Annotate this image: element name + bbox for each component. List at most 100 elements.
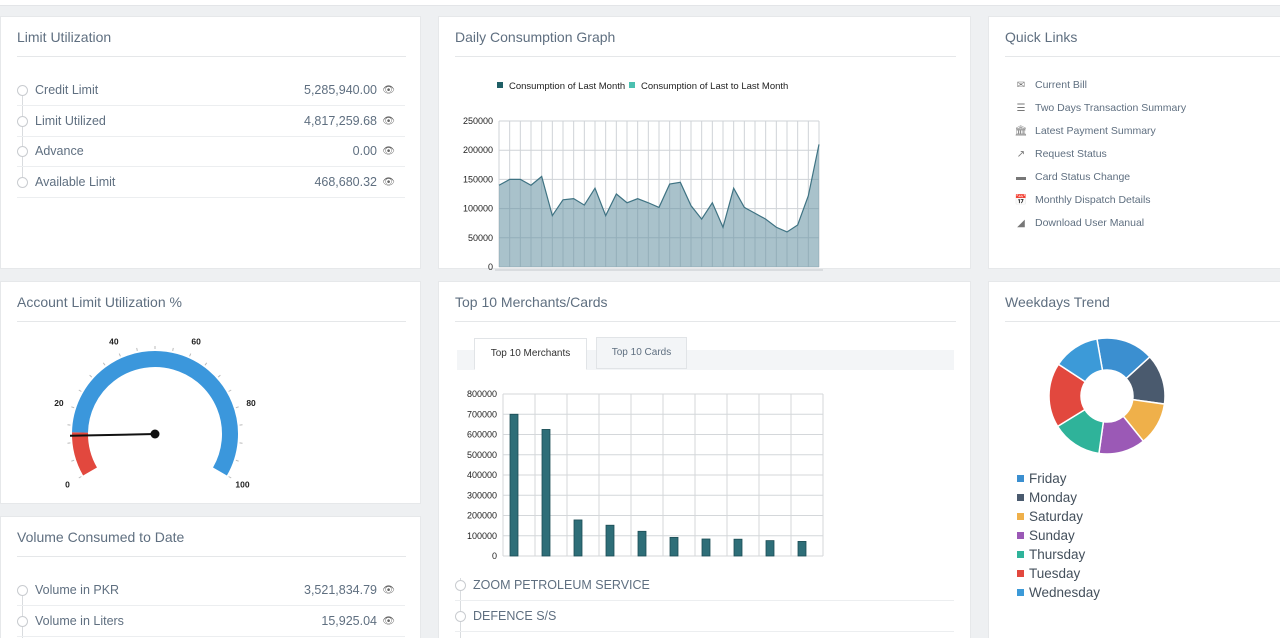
top-merchants-card: Top 10 Merchants/Cards Top 10 Merchants … xyxy=(438,281,971,638)
timeline-dot xyxy=(17,146,28,158)
value-row: Credit Limit 5,285,940.00 👁 xyxy=(17,76,405,106)
merchant-name: DEFENCE S/S xyxy=(473,609,557,623)
card-title: Quick Links xyxy=(1005,29,1078,45)
weekdays-donut-chart xyxy=(1048,337,1166,455)
gauge-label: 80 xyxy=(246,398,256,408)
timeline-dot xyxy=(17,177,28,189)
gauge-label: 0 xyxy=(65,480,70,490)
quick-link-item[interactable]: 📅 Monthly Dispatch Details xyxy=(1013,194,1151,210)
eye-icon[interactable]: 👁 xyxy=(382,146,395,158)
value-row: Volume in PKR 3,521,834.79 👁 xyxy=(17,576,405,606)
legend-label: Thursday xyxy=(1029,547,1086,562)
eye-icon[interactable]: 👁 xyxy=(382,615,395,627)
bar xyxy=(605,524,615,557)
eye-icon[interactable]: 👁 xyxy=(382,177,395,189)
gauge-label: 60 xyxy=(191,337,201,347)
legend-label: Monday xyxy=(1029,490,1078,505)
merchant-name: ZOOM PETROLEUM SERVICE xyxy=(473,578,650,592)
row-divider xyxy=(17,197,405,199)
quick-link-item[interactable]: ↗ Request Status xyxy=(1013,148,1107,164)
x-tick-label: 15 xyxy=(644,270,654,272)
gauge-needle-pivot xyxy=(150,429,160,439)
quick-link-label: Download User Manual xyxy=(1035,217,1145,229)
timeline-line xyxy=(22,585,23,638)
tab-top-10-cards[interactable]: Top 10 Cards xyxy=(596,337,687,369)
quick-link-item[interactable]: ◢ Download User Manual xyxy=(1013,217,1144,233)
divider xyxy=(17,556,406,557)
x-tick-label: 8 xyxy=(571,270,576,272)
line-chart-icon: ↗ xyxy=(1016,149,1026,160)
card-title: Account Limit Utilization % xyxy=(17,294,182,310)
quick-link-item[interactable]: ☰ Two Days Transaction Summary xyxy=(1013,102,1187,118)
row-label: Volume in PKR xyxy=(35,583,120,597)
value-row: Volume in Liters 15,925.04 👁 xyxy=(17,607,405,637)
divider xyxy=(1005,321,1280,322)
y-tick-label: 200000 xyxy=(467,511,497,521)
legend-swatch xyxy=(1017,588,1024,596)
legend-label: Saturday xyxy=(1029,509,1084,524)
merchant-item: ZOOM PETROLEUM SERVICE xyxy=(455,571,954,601)
legend-swatch xyxy=(1017,512,1024,520)
x-tick-label: 18 xyxy=(676,270,686,272)
value-row: Advance 0.00 👁 xyxy=(17,137,405,168)
eye-icon[interactable]: 👁 xyxy=(382,115,395,127)
quick-link-item[interactable]: ✉ Current Bill xyxy=(1013,79,1087,95)
x-tick-label: 13 xyxy=(622,270,632,272)
x-tick-label: 28 xyxy=(782,270,792,272)
gauge-tick xyxy=(102,362,106,366)
x-tick-label: 22 xyxy=(718,270,728,272)
card-title: Volume Consumed to Date xyxy=(17,529,185,545)
y-tick-label: 150000 xyxy=(463,174,493,184)
row-label: Credit Limit xyxy=(35,83,99,97)
eye-icon[interactable]: 👁 xyxy=(382,585,395,596)
gauge-band-low xyxy=(72,432,98,476)
daily-consumption-chart: Consumption of Last Month Consumption of … xyxy=(463,81,824,272)
legend-swatch xyxy=(1017,493,1024,501)
row-value: 5,285,940.00 xyxy=(304,83,377,97)
timeline-dot xyxy=(17,85,28,96)
bar xyxy=(701,538,711,557)
divider xyxy=(1005,56,1280,57)
gauge-label: 40 xyxy=(109,337,119,347)
quick-link-label: Monthly Dispatch Details xyxy=(1035,194,1151,206)
gauge-needle xyxy=(69,433,156,437)
quick-link-item[interactable]: ▬ Card Status Change xyxy=(1013,171,1130,187)
gauge-label: 20 xyxy=(54,398,64,408)
y-tick-label: 800000 xyxy=(467,389,497,399)
y-tick-label: 700000 xyxy=(467,409,497,419)
x-tick-label: 4 xyxy=(529,270,534,272)
x-tick-label: 5 xyxy=(539,270,544,272)
x-tick-label: 16 xyxy=(654,270,664,272)
y-tick-label: 0 xyxy=(488,262,493,271)
card-title: Daily Consumption Graph xyxy=(455,29,616,45)
quick-link-label: Latest Payment Summary xyxy=(1035,125,1156,137)
row-value: 468,680.32 xyxy=(314,175,377,190)
bar xyxy=(669,536,679,557)
list-icon: ☰ xyxy=(1016,103,1026,114)
x-axis-band xyxy=(495,269,823,271)
eye-icon[interactable]: 👁 xyxy=(382,85,395,96)
legend-item: Monday xyxy=(1017,490,1077,508)
row-divider xyxy=(17,605,405,606)
timeline-dot xyxy=(17,615,28,627)
bank-icon: 🏛 xyxy=(1014,126,1028,137)
tab-top-10-merchants[interactable]: Top 10 Merchants xyxy=(474,338,587,370)
limit-utilization-card: Limit Utilization Credit Limit 5,285,940.… xyxy=(0,16,421,269)
row-value: 4,817,259.68 xyxy=(304,113,377,128)
legend-item: Saturday xyxy=(1017,509,1083,527)
row-label: Limit Utilized xyxy=(35,113,106,128)
daily-consumption-card: Daily Consumption Graph Consumption of L… xyxy=(438,16,971,272)
quick-link-item[interactable]: 🏛 Latest Payment Summary xyxy=(1013,125,1156,141)
x-tick-label: 10 xyxy=(590,270,600,272)
y-tick-label: 0 xyxy=(492,551,497,561)
legend-item: Wednesday xyxy=(1017,585,1100,603)
y-tick-label: 50000 xyxy=(468,233,493,243)
value-row: Limit Utilized 4,817,259.68 👁 xyxy=(17,107,405,137)
divider xyxy=(17,56,406,57)
weekdays-trend-card: Weekdays Trend Friday Monday Saturday Sunda… xyxy=(988,281,1280,638)
x-tick-label: 21 xyxy=(708,270,718,272)
row-divider xyxy=(17,166,405,168)
legend-label: Consumption of Last to Last Month xyxy=(641,81,788,92)
x-tick-label: 9 xyxy=(582,270,587,272)
legend-swatch xyxy=(497,82,503,88)
